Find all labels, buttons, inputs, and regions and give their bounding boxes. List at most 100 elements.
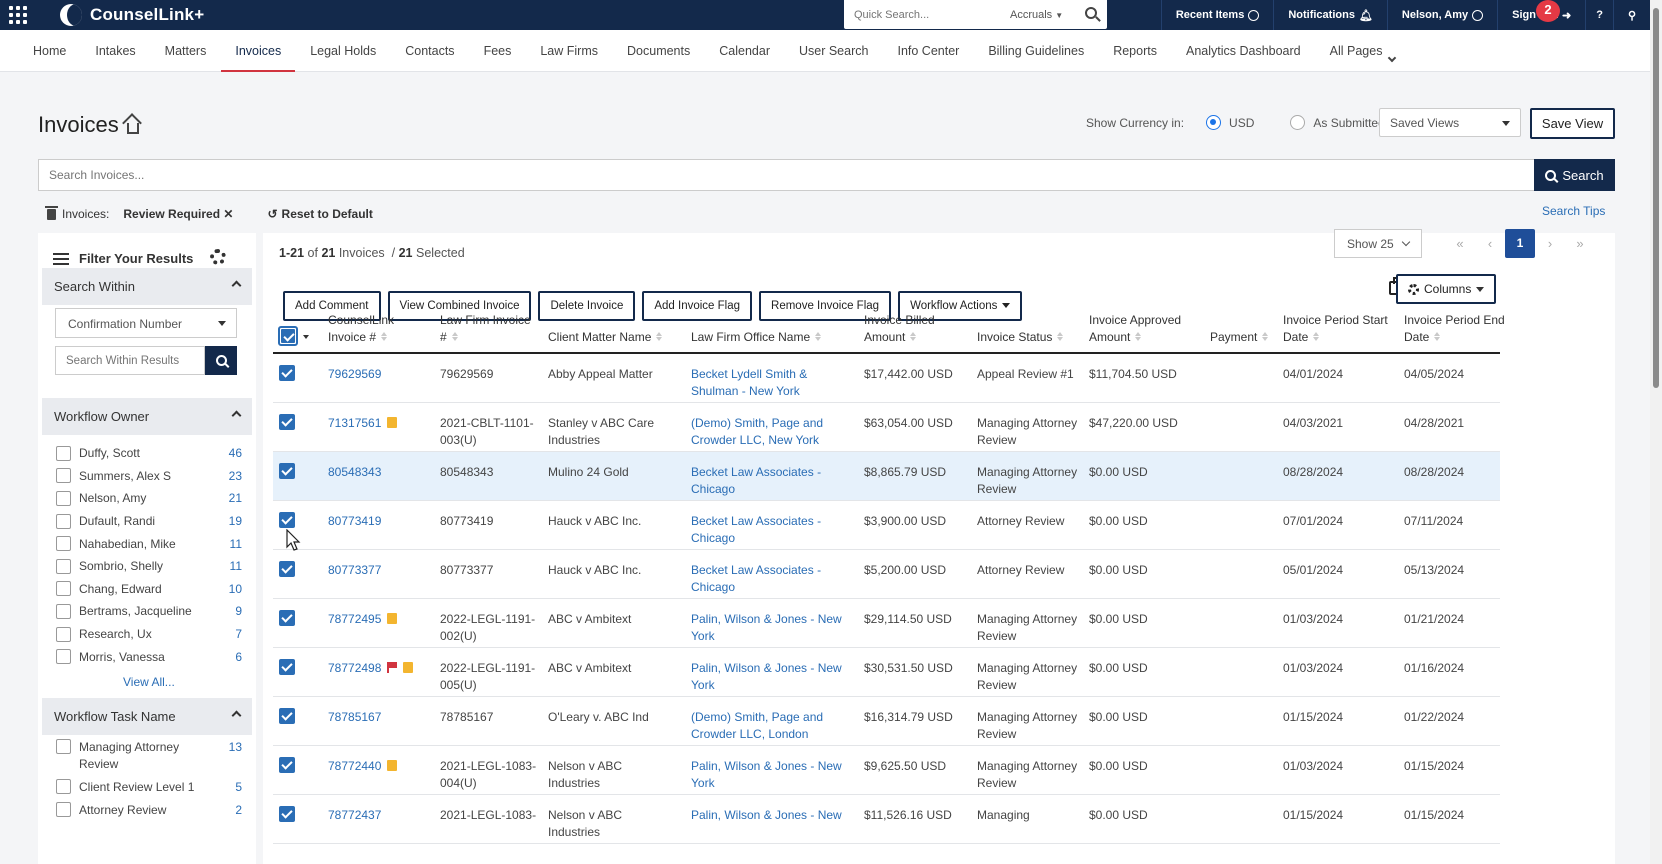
quick-search-scope[interactable]: Accruals ▼: [1010, 8, 1064, 21]
checkbox[interactable]: [56, 468, 71, 484]
col-approved[interactable]: Invoice Approved Amount: [1089, 312, 1199, 346]
search-within-header[interactable]: Search Within: [42, 268, 252, 305]
counsellink-invoice-link[interactable]: 78772495: [328, 611, 438, 628]
caret-down-icon[interactable]: [303, 335, 309, 339]
nav-item-fees[interactable]: Fees: [483, 43, 512, 58]
note-icon[interactable]: [403, 662, 414, 673]
nav-item-billing-guidelines[interactable]: Billing Guidelines: [988, 43, 1085, 58]
office-cell[interactable]: Palin, Wilson & Jones - New: [691, 808, 842, 822]
gear-icon[interactable]: [210, 249, 226, 265]
location-pin-icon[interactable]: ⚲: [1612, 0, 1662, 30]
counsellink-invoice-link[interactable]: 80548343: [328, 464, 438, 481]
row-checkbox[interactable]: [279, 561, 295, 577]
workflow-owner-item[interactable]: Chang, Edward 10: [56, 578, 246, 601]
workflow-owner-header[interactable]: Workflow Owner: [42, 398, 252, 435]
nav-item-invoices[interactable]: Invoices: [221, 30, 296, 72]
workflow-owner-item[interactable]: Morris, Vanessa 6: [56, 645, 246, 668]
filter-list-icon[interactable]: [53, 252, 69, 265]
row-checkbox[interactable]: [279, 414, 295, 430]
delete-invoice-button[interactable]: Delete Invoice: [538, 291, 636, 321]
office-cell[interactable]: Becket Law Associates - Chicago: [691, 465, 822, 496]
checkbox[interactable]: [56, 802, 71, 817]
col-office[interactable]: Law Firm Office Name: [691, 329, 822, 346]
workflow-task-item[interactable]: Client Review Level 1 5: [56, 779, 246, 796]
filter-chip[interactable]: Review Required ✕: [123, 207, 233, 221]
col-period-end[interactable]: Invoice Period End Date: [1404, 312, 1509, 346]
quick-search-input[interactable]: [854, 8, 1004, 21]
page-1-button[interactable]: 1: [1505, 229, 1535, 258]
nav-item-home[interactable]: Home: [33, 43, 67, 58]
checkbox[interactable]: [56, 779, 71, 794]
counsellink-invoice-link[interactable]: 78772498: [328, 660, 438, 677]
first-page-button[interactable]: «: [1456, 236, 1464, 251]
office-cell[interactable]: Becket Law Associates - Chicago: [691, 563, 822, 594]
office-cell[interactable]: (Demo) Smith, Page and Crowder LLC, New …: [691, 416, 824, 447]
search-button[interactable]: Search: [1534, 159, 1615, 191]
scroll-thumb[interactable]: [1653, 8, 1659, 388]
row-checkbox[interactable]: [279, 610, 295, 626]
col-payment[interactable]: Payment: [1210, 329, 1269, 346]
flag-icon[interactable]: [387, 662, 398, 673]
remove-invoice-flag-button[interactable]: Remove Invoice Flag: [759, 291, 892, 321]
saved-views-select[interactable]: Saved Views: [1379, 108, 1521, 137]
table-row[interactable]: 78772437 2021-LEGL-1083- Nelson v ABC Indu…: [273, 795, 1500, 844]
checkbox[interactable]: [56, 490, 71, 506]
search-tips-link[interactable]: Search Tips: [1542, 204, 1606, 218]
close-icon[interactable]: ✕: [223, 207, 234, 221]
office-cell[interactable]: Palin, Wilson & Jones - New York: [691, 612, 842, 643]
prev-page-button[interactable]: ‹: [1487, 236, 1493, 251]
table-row[interactable]: 78772440 2021-LEGL-1083-004(U) Nelson v AB…: [273, 746, 1500, 795]
app-grid-icon[interactable]: [8, 5, 28, 25]
nav-item-intakes[interactable]: Intakes: [95, 43, 136, 58]
add-comment-button[interactable]: Add Comment: [283, 291, 381, 321]
row-checkbox[interactable]: [279, 463, 295, 479]
currency-usd-radio[interactable]: [1206, 115, 1222, 130]
row-checkbox[interactable]: [279, 512, 295, 528]
counsellink-invoice-link[interactable]: 71317561: [328, 415, 438, 432]
workflow-actions-button[interactable]: Workflow Actions: [898, 291, 1023, 321]
workflow-task-header[interactable]: Workflow Task Name: [42, 698, 252, 735]
counsellink-invoice-link[interactable]: 78772437: [328, 807, 438, 824]
col-client-matter[interactable]: Client Matter Name: [548, 329, 663, 346]
table-row[interactable]: 78772498 2022-LEGL-1191-005(U) ABC v Ambit…: [273, 648, 1500, 697]
select-all-checkbox[interactable]: [278, 326, 298, 346]
checkbox[interactable]: [56, 739, 71, 754]
last-page-button[interactable]: »: [1576, 236, 1584, 251]
next-page-button[interactable]: ›: [1547, 236, 1553, 251]
counsellink-invoice-link[interactable]: 79629569: [328, 366, 438, 383]
workflow-owner-item[interactable]: Dufault, Randi 19: [56, 510, 246, 533]
nav-item-info-center[interactable]: Info Center: [897, 43, 960, 58]
nav-item-contacts[interactable]: Contacts: [405, 43, 455, 58]
checkbox[interactable]: [56, 445, 71, 461]
checkbox[interactable]: [56, 626, 71, 642]
checkbox[interactable]: [56, 536, 71, 552]
workflow-owner-item[interactable]: Sombrio, Shelly 11: [56, 555, 246, 578]
search-within-button[interactable]: [205, 346, 237, 375]
col-counsellink-invoice[interactable]: CounselLink Invoice #: [328, 312, 418, 346]
checkbox[interactable]: [56, 558, 71, 574]
col-billed[interactable]: Invoice Billed Amount: [864, 312, 954, 346]
currency-submitted-radio[interactable]: [1290, 115, 1306, 130]
workflow-task-item[interactable]: Managing Attorney Review 13: [56, 739, 246, 773]
table-row[interactable]: 80548343 80548343 Mulino 24 Gold Becket Law…: [273, 452, 1500, 501]
row-checkbox[interactable]: [279, 708, 295, 724]
counsellink-invoice-link[interactable]: 80773419: [328, 513, 438, 530]
notifications-button[interactable]: Notifications 🔔︎: [1273, 0, 1387, 30]
note-icon[interactable]: [387, 417, 398, 428]
table-row[interactable]: 80773377 80773377 Hauck v ABC Inc. Becket L…: [273, 550, 1500, 599]
workflow-owner-item[interactable]: Nahabedian, Mike 11: [56, 532, 246, 555]
table-row[interactable]: 79629569 79629569 Abby Appeal Matter Becket…: [273, 354, 1500, 403]
nav-item-all-pages[interactable]: All Pages: [1329, 43, 1383, 58]
recent-items-button[interactable]: Recent Items: [1160, 0, 1273, 30]
page-scrollbar[interactable]: [1650, 0, 1662, 864]
nav-item-analytics-dashboard[interactable]: Analytics Dashboard: [1185, 43, 1301, 58]
row-checkbox[interactable]: [279, 365, 295, 381]
row-checkbox[interactable]: [279, 806, 295, 822]
checkbox[interactable]: [56, 603, 71, 619]
nav-item-law-firms[interactable]: Law Firms: [540, 43, 599, 58]
workflow-owner-item[interactable]: Duffy, Scott 46: [56, 442, 246, 465]
trash-icon[interactable]: [45, 206, 58, 220]
office-cell[interactable]: (Demo) Smith, Page and Crowder LLC, Lond…: [691, 710, 824, 741]
col-period-start[interactable]: Invoice Period Start Date: [1283, 312, 1398, 346]
office-cell[interactable]: Palin, Wilson & Jones - New York: [691, 759, 842, 790]
